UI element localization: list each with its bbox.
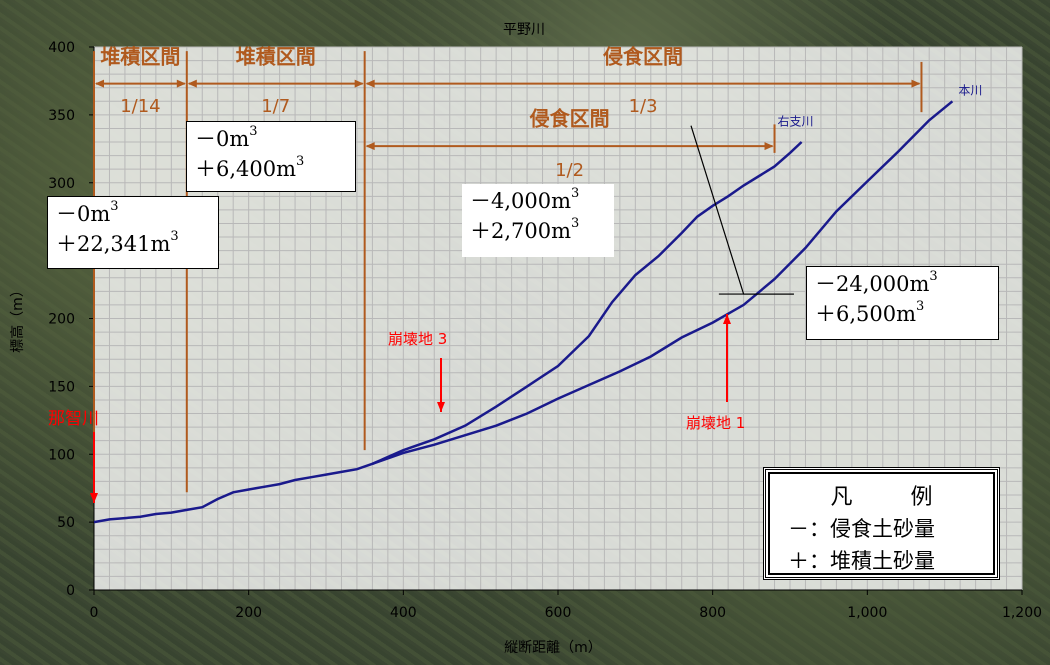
x-tick-label: 800	[699, 605, 726, 621]
arrow-head	[176, 79, 186, 88]
arrow-head	[187, 79, 197, 88]
series-label: 右支川	[777, 114, 813, 129]
section-label: 堆積区間	[100, 44, 180, 68]
y-tick-label: 200	[48, 312, 75, 328]
volume-box-1-plus: ＋22,341m	[56, 232, 171, 256]
section-slope: 1/7	[261, 96, 290, 117]
series-line	[371, 141, 803, 465]
section-slope: 1/2	[555, 160, 584, 181]
arrow-head	[95, 79, 104, 88]
volume-box-3-minus: －4,000m	[470, 189, 572, 213]
volume-box-2-minus: －0m	[195, 127, 250, 151]
x-axis-label: 縦断距離（m）	[504, 639, 602, 656]
annotation-arrow-head	[437, 402, 445, 412]
volume-box-4-plus-unit: 3	[916, 299, 925, 314]
volume-box-3: －4,000m3 ＋2,700m3	[462, 184, 614, 257]
volume-box-3-plus-unit: 3	[571, 216, 580, 231]
y-tick-label: 400	[48, 40, 75, 56]
section-markers: 堆積区間 1/14 堆積区間 1/7 侵食区間 1/3 侵食区間 1/2	[93, 44, 923, 498]
y-tick-label: 50	[57, 515, 75, 531]
arrow-head	[365, 79, 375, 88]
section-slope: 1/14	[120, 96, 160, 117]
chart-title: 平野川	[503, 22, 545, 38]
legend-plus-row: ＋：堆積土砂量	[788, 549, 935, 573]
volume-box-3-plus: ＋2,700m	[470, 219, 572, 243]
volume-box-1-minus: －0m	[56, 202, 111, 226]
volume-box-2-plus: ＋6,400m	[195, 157, 297, 181]
section-label: 侵食区間	[529, 107, 610, 131]
arrow-head	[764, 142, 774, 151]
series-label: 本川	[958, 84, 982, 98]
legend-minus-row: －：侵食土砂量	[788, 517, 935, 541]
y-tick-label: 350	[48, 108, 75, 124]
x-tick-label: 1,000	[847, 605, 887, 621]
legend: 凡 例 －：侵食土砂量 ＋：堆積土砂量	[763, 467, 1000, 580]
section-slope: 1/3	[629, 96, 658, 117]
section-label: 堆積区間	[236, 44, 316, 68]
section-label: 侵食区間	[602, 44, 683, 68]
arrow-head	[911, 79, 921, 88]
annotation-label: 那智川	[48, 409, 99, 429]
arrow-head	[354, 79, 364, 88]
volume-box-1-plus-unit: 3	[170, 229, 179, 244]
volume-box-2: －0m3 ＋6,400m3	[186, 121, 356, 192]
volume-box-3-minus-unit: 3	[571, 186, 580, 201]
annotation-label: 崩壊地 3	[388, 330, 447, 348]
legend-title: 凡 例	[830, 485, 951, 510]
volume-box-4-minus: －24,000m	[815, 272, 930, 296]
volume-box-2-minus-unit: 3	[249, 124, 258, 139]
volume-box-4: －24,000m3 ＋6,500m3	[806, 266, 999, 340]
arrow-head	[365, 142, 375, 151]
x-tick-label: 400	[390, 605, 417, 621]
x-tick-label: 600	[545, 605, 572, 621]
y-tick-label: 150	[48, 379, 75, 395]
volume-box-1: －0m3 ＋22,341m3	[47, 196, 219, 269]
y-tick-label: 0	[66, 583, 75, 599]
x-tick-label: 200	[235, 605, 262, 621]
volume-box-2-plus-unit: 3	[296, 154, 305, 169]
annotations: 那智川 崩壊地 3 崩壊地 1	[48, 314, 745, 503]
annotation-arrow-head	[90, 493, 98, 503]
annotation-label: 崩壊地 1	[686, 414, 745, 432]
volume-box-4-plus: ＋6,500m	[815, 302, 917, 326]
annotation-arrow-head	[723, 314, 731, 324]
y-tick-label: 300	[48, 176, 75, 192]
y-tick-label: 100	[48, 447, 75, 463]
x-tick-label: 0	[90, 605, 99, 621]
volume-box-4-minus-unit: 3	[929, 269, 938, 284]
y-axis-label: 標高（m）	[9, 283, 26, 353]
leader-lines	[690, 125, 794, 295]
x-tick-labels: 0 200 400 600 800 1,000 1,200	[90, 605, 1043, 621]
x-tick-label: 1,200	[1002, 605, 1042, 621]
volume-box-1-minus-unit: 3	[110, 199, 119, 214]
